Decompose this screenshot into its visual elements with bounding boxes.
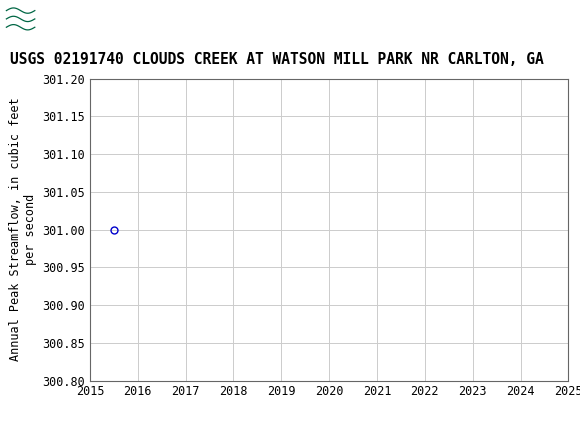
Text: USGS: USGS [44, 10, 99, 28]
Y-axis label: Annual Peak Streamflow, in cubic feet
per second: Annual Peak Streamflow, in cubic feet pe… [9, 98, 37, 362]
Bar [5, 4, 37, 34]
Text: USGS 02191740 CLOUDS CREEK AT WATSON MILL PARK NR CARLTON, GA: USGS 02191740 CLOUDS CREEK AT WATSON MIL… [10, 52, 544, 67]
